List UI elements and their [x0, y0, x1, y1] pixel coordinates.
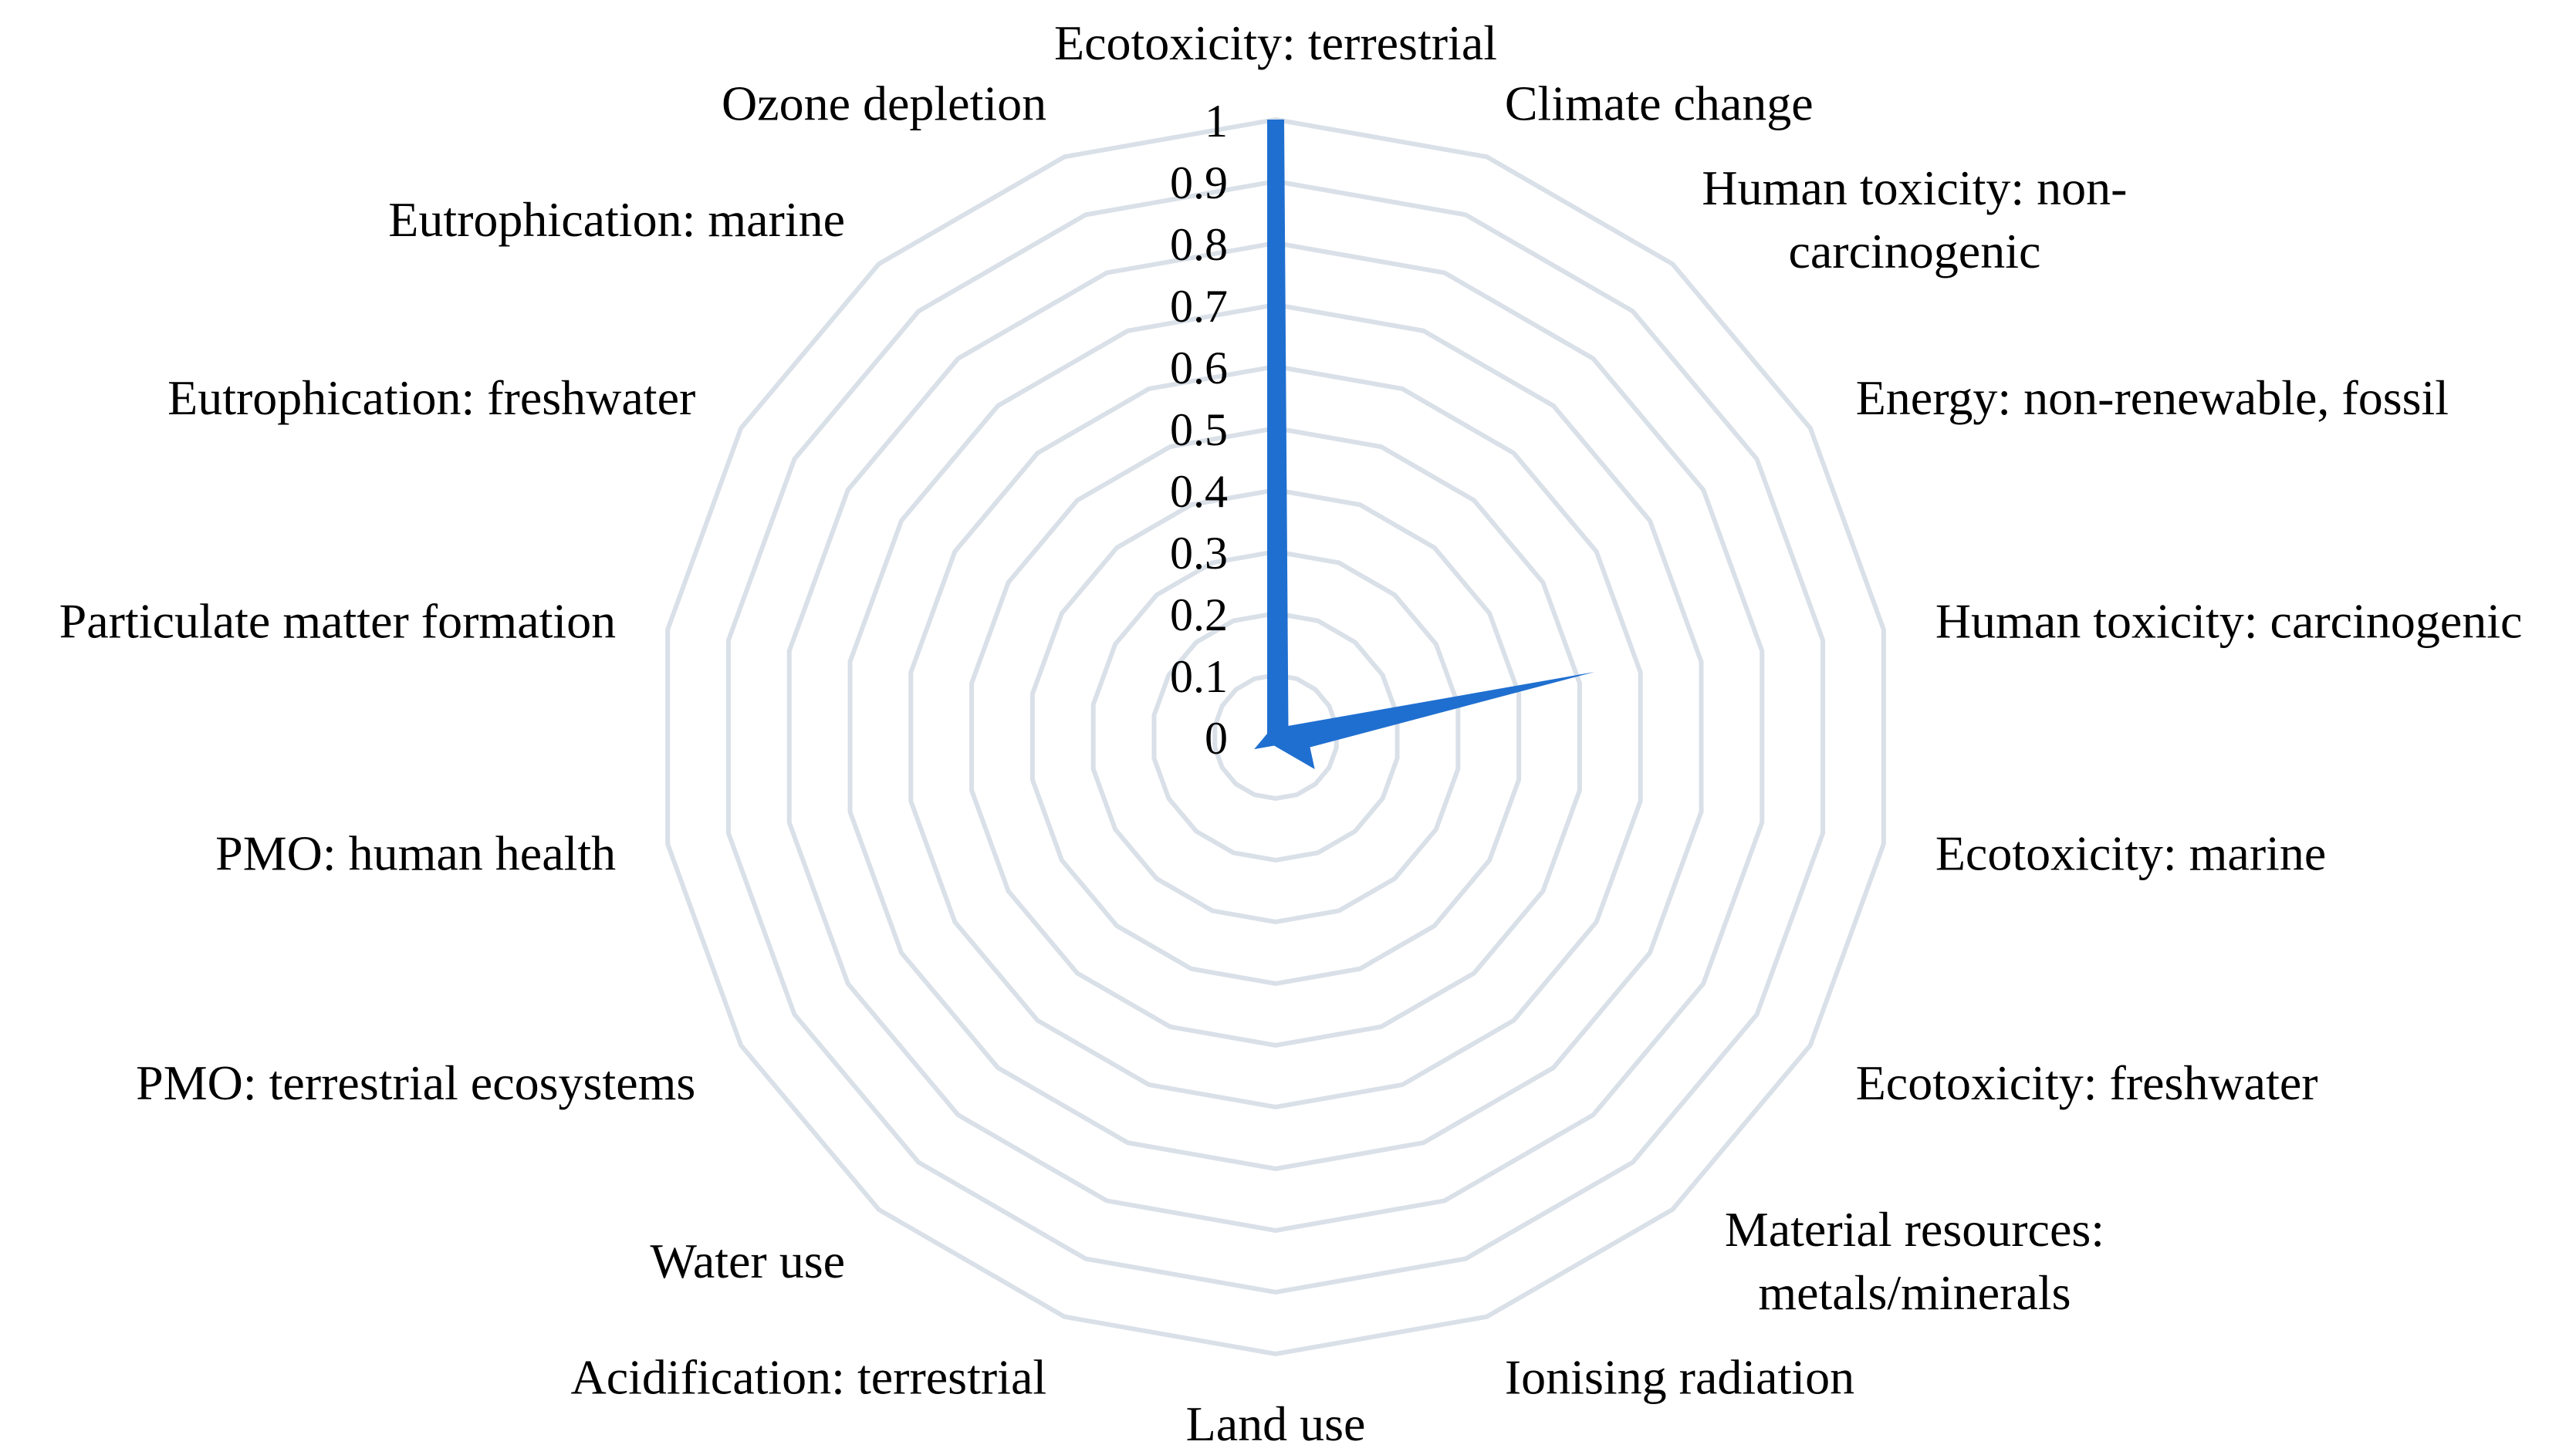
r-tick-label: 0.5	[1170, 404, 1228, 455]
r-tick-label: 0.6	[1170, 343, 1228, 393]
grid-ring	[847, 302, 1704, 1172]
grid-ring	[786, 240, 1765, 1234]
axis-label: Ionising radiation	[1505, 1350, 1854, 1405]
axis-label: Eutrophication: freshwater	[167, 370, 695, 425]
axis-label: PMO: terrestrial ecosystems	[136, 1055, 695, 1110]
grid-ring	[1029, 487, 1522, 987]
grid-ring	[1212, 672, 1339, 802]
r-tick-label: 0.7	[1170, 281, 1228, 332]
series-line	[1254, 119, 1595, 769]
axis-label: Ecotoxicity: freshwater	[1856, 1055, 2318, 1110]
r-tick-label: 0.4	[1170, 466, 1228, 517]
grid-ring	[1090, 549, 1461, 925]
r-tick-label: 0.3	[1170, 528, 1228, 579]
axis-label: Particulate matter formation	[59, 593, 617, 648]
axis-label: Human toxicity: carcinogenic	[1935, 593, 2523, 648]
axis-label: Energy: non-renewable, fossil	[1856, 370, 2449, 425]
grid-ring	[1151, 610, 1400, 863]
axis-label: Material resources: metals/minerals	[1725, 1202, 2104, 1320]
grid-ring	[725, 178, 1826, 1295]
axis-label: Eutrophication: marine	[388, 192, 845, 247]
axis-label: Human toxicity: non-carcinogenic	[1702, 160, 2127, 279]
grid-layer	[665, 116, 1886, 1357]
r-tick-label: 0.9	[1170, 157, 1228, 208]
axis-label: Land use	[1186, 1396, 1366, 1451]
grid-ring	[908, 363, 1643, 1110]
axis-label: PMO: human health	[215, 826, 616, 881]
r-tick-label: 0.8	[1170, 219, 1228, 270]
tick-label-layer: 0 0.1 0.2 0.3 0.4 0.5 0.6 0.7 0.8 0.9 1	[1170, 96, 1228, 764]
series-layer	[1254, 119, 1595, 769]
axis-label: Acidification: terrestrial	[571, 1350, 1047, 1405]
r-tick-label: 1	[1205, 96, 1228, 147]
axis-label: Ecotoxicity: marine	[1935, 826, 2327, 881]
grid-ring	[969, 425, 1582, 1048]
axis-label: Water use	[651, 1234, 846, 1288]
grid-ring	[665, 116, 1886, 1357]
r-tick-label: 0.2	[1170, 589, 1228, 640]
axis-label: Ozone depletion	[722, 76, 1046, 130]
r-tick-label: 0	[1205, 713, 1228, 764]
axis-label: Climate change	[1505, 76, 1814, 130]
r-tick-label: 0.1	[1170, 651, 1228, 702]
axis-label: Ecotoxicity: terrestrial	[1054, 15, 1497, 70]
